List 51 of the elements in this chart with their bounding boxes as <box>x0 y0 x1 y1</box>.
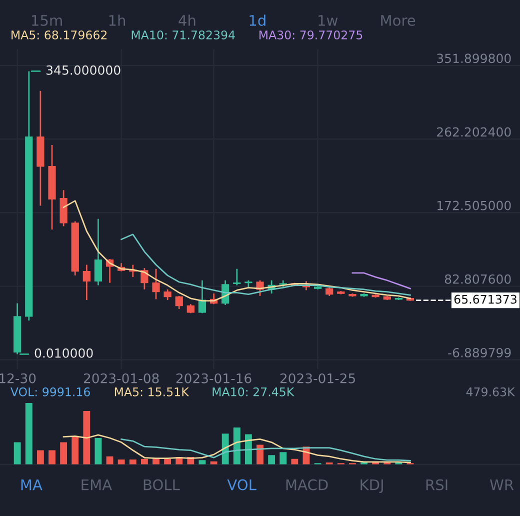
text: MA30: 79.770275 <box>259 30 362 40</box>
text: VOL <box>227 479 256 490</box>
bar <box>48 450 56 464</box>
bar <box>222 434 229 464</box>
text: MA10: 27.45K <box>212 387 294 396</box>
bar <box>291 458 298 464</box>
text: KDJ <box>360 479 383 494</box>
annotation: More <box>381 15 416 26</box>
text: 479.63K <box>466 387 516 396</box>
bar <box>268 455 276 464</box>
bar <box>118 459 125 464</box>
annotation: 15m <box>32 15 62 26</box>
text: MACD <box>286 479 328 490</box>
bar <box>60 442 68 464</box>
bar <box>256 444 264 464</box>
bar <box>36 450 44 464</box>
bar <box>140 458 148 464</box>
annotation: 4h <box>178 14 196 26</box>
annotation: 1w <box>318 15 338 26</box>
bar <box>280 452 287 464</box>
bar <box>233 428 240 464</box>
bar <box>25 402 32 464</box>
text: RSI <box>426 479 448 490</box>
text: MA5: 15.51K <box>114 388 190 396</box>
annotation: 0.010000 <box>34 348 93 358</box>
x-tick-label: 2023-01-25 <box>280 373 355 384</box>
bar <box>129 459 136 464</box>
bar <box>83 410 90 464</box>
annotation: 345.000000 <box>46 65 120 75</box>
text: MA <box>21 479 42 490</box>
ref-line-label: 65.671373 <box>454 294 516 304</box>
x-tick-label: 2023-01-16 <box>176 373 252 384</box>
annotation: 1d <box>250 14 266 26</box>
annotation: 1h <box>109 14 126 26</box>
y-tick-label: 82.807600 <box>444 274 511 284</box>
y-tick-label: 172.505000 <box>437 200 511 210</box>
bar <box>14 442 21 464</box>
text: VOL: 9991.16 <box>10 387 90 396</box>
text: MA5: 68.179662 <box>12 30 107 40</box>
y-tick-label: -6.889799 <box>448 348 511 358</box>
y-tick-label: 351.899800 <box>437 54 511 64</box>
bar <box>164 458 172 464</box>
bar <box>72 436 79 464</box>
x-tick-label: 2023-01-08 <box>84 373 159 384</box>
bar <box>94 438 102 464</box>
text: WR <box>490 479 514 490</box>
x-tick-label: 12-30 <box>0 373 36 384</box>
text: EMA <box>82 479 112 490</box>
text: BOLL <box>144 479 180 490</box>
text: MA10: 71.782394 <box>132 30 235 40</box>
y-tick-label: 262.202400 <box>437 127 511 137</box>
